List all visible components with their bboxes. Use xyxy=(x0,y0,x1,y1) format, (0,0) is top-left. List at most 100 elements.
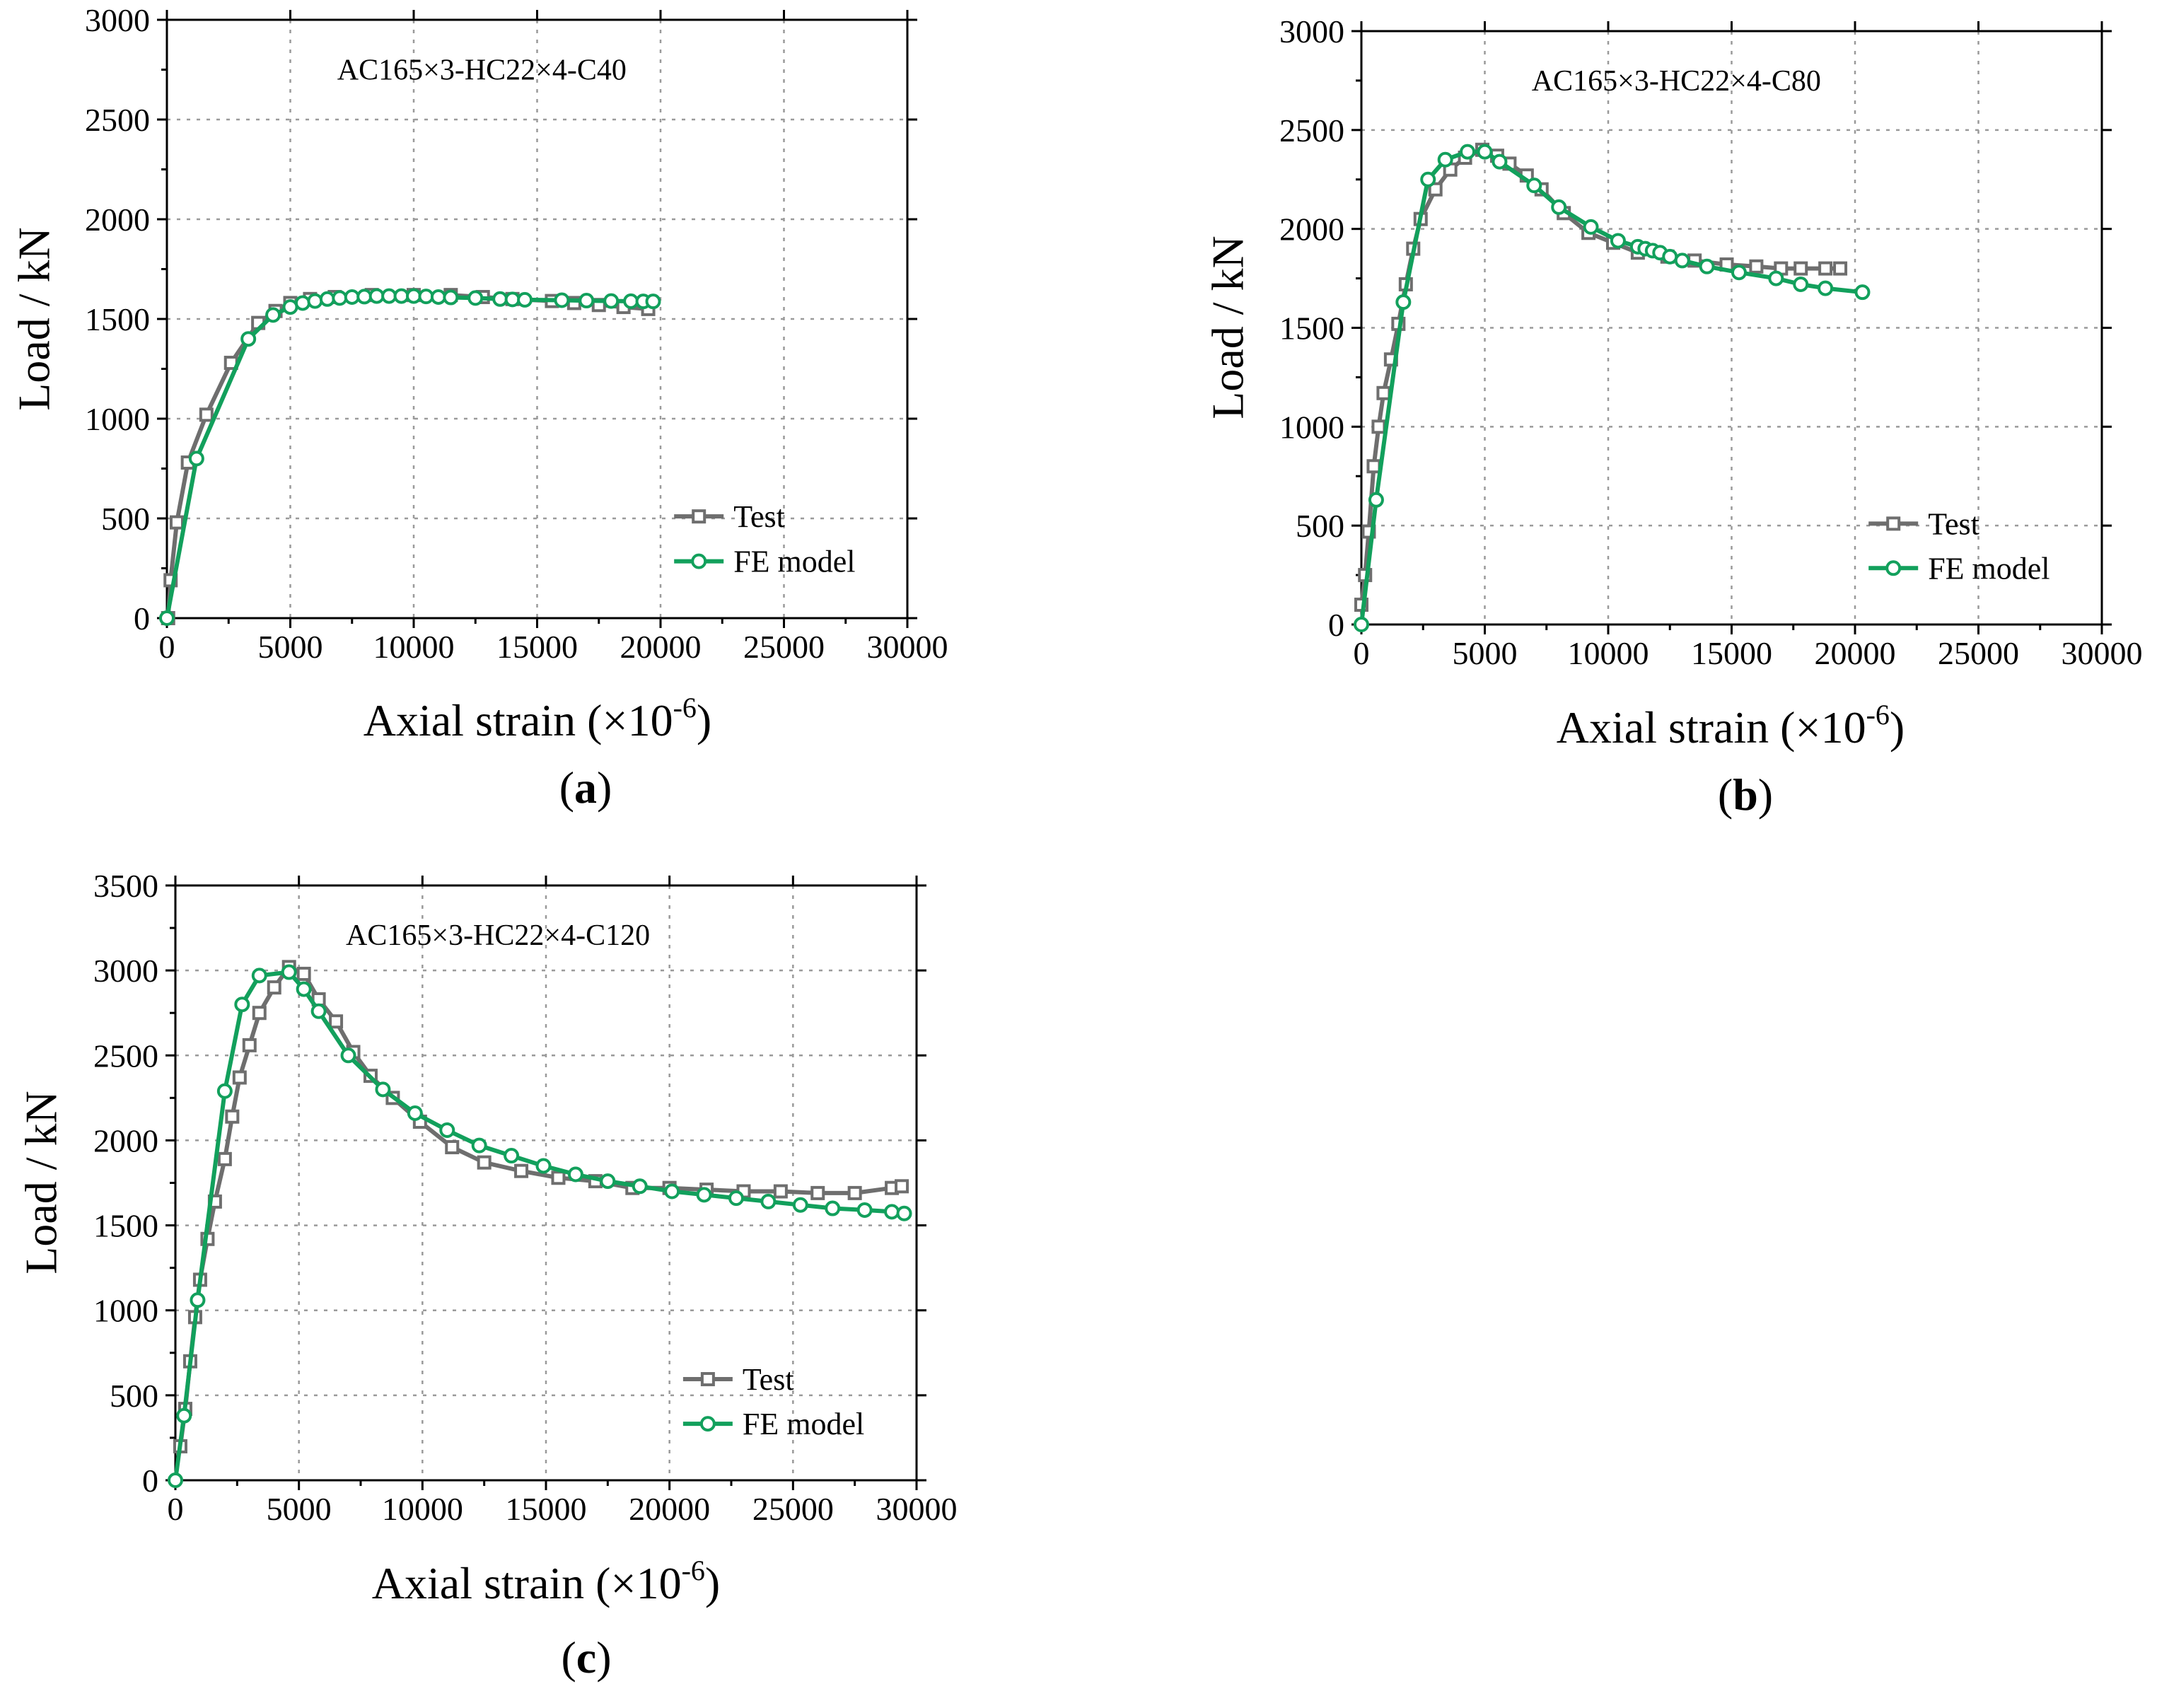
data-point xyxy=(406,288,421,304)
x-axis-title: Axial strain (×10-6) xyxy=(372,1555,720,1608)
data-point xyxy=(856,1202,873,1218)
y-tick-label: 2500 xyxy=(93,1038,158,1074)
legend-label: FE model xyxy=(743,1407,864,1441)
x-tick-label: 5000 xyxy=(258,629,323,665)
data-point xyxy=(176,1407,192,1424)
data-point xyxy=(1354,617,1369,632)
panel-label-letter: a xyxy=(574,762,597,813)
data-point xyxy=(514,1163,529,1178)
data-point xyxy=(190,1292,206,1308)
legend-marker xyxy=(700,1372,715,1387)
x-tick-label: 20000 xyxy=(629,1491,710,1527)
gridlines xyxy=(1361,31,2102,624)
data-point xyxy=(1551,199,1567,215)
specimen-title: AC165×3-HC22×4-C40 xyxy=(337,54,627,87)
legend-label: Test xyxy=(1928,506,1979,541)
series-fe-model xyxy=(1354,144,1871,632)
legend-marker xyxy=(691,553,707,569)
panel-label-close: ) xyxy=(1758,769,1773,820)
x-tick-label: 15000 xyxy=(496,629,578,665)
data-point xyxy=(1371,419,1386,434)
y-axis-title: Load / kN xyxy=(1203,236,1253,419)
gridlines xyxy=(167,20,907,618)
data-point xyxy=(242,1038,257,1052)
x-axis-title-exponent: -6 xyxy=(682,1555,705,1586)
panel-label: (c) xyxy=(561,1632,611,1683)
y-axis-title: Load / kN xyxy=(16,1091,66,1274)
data-point xyxy=(1460,144,1476,160)
data-point xyxy=(1793,276,1809,292)
series-line xyxy=(165,293,649,619)
data-point xyxy=(773,1184,788,1199)
y-tick-label: 2000 xyxy=(93,1122,158,1158)
data-point xyxy=(407,1105,423,1121)
data-point xyxy=(492,291,508,307)
data-point xyxy=(1818,261,1833,276)
data-point xyxy=(1428,182,1443,197)
data-point xyxy=(535,1158,552,1174)
data-point xyxy=(664,1183,680,1199)
data-point xyxy=(168,1472,183,1488)
data-point xyxy=(467,290,484,306)
x-tick-label: 10000 xyxy=(373,629,455,665)
y-tick-label: 0 xyxy=(134,600,150,637)
panel-label-letter: c xyxy=(576,1632,596,1683)
data-point xyxy=(368,288,385,304)
x-tick-label: 25000 xyxy=(1938,635,2019,671)
data-point xyxy=(1662,248,1678,265)
data-point xyxy=(1731,265,1747,281)
legend-marker xyxy=(1885,560,1902,576)
data-point xyxy=(1492,153,1508,170)
data-point xyxy=(623,293,639,309)
data-point xyxy=(445,1140,460,1155)
x-tick-label: 20000 xyxy=(620,629,702,665)
legend-marker xyxy=(699,1416,716,1432)
y-tick-label: 2500 xyxy=(1279,112,1344,149)
data-point xyxy=(1437,151,1453,168)
legend-label: FE model xyxy=(733,545,855,579)
data-point xyxy=(567,1166,583,1183)
data-point xyxy=(504,1148,520,1164)
series-fe-model xyxy=(168,964,912,1488)
panel-label-open: ( xyxy=(559,762,574,813)
data-point xyxy=(375,1081,391,1098)
data-point xyxy=(296,966,311,981)
panel-label-open: ( xyxy=(1718,769,1733,820)
x-axis-title-end: ) xyxy=(705,1558,720,1608)
data-point xyxy=(340,1047,356,1064)
data-point xyxy=(418,289,434,305)
y-tick-label: 2500 xyxy=(85,102,150,138)
data-point xyxy=(381,288,397,304)
data-point xyxy=(1674,252,1690,269)
data-point xyxy=(443,289,459,306)
y-tick-label: 1000 xyxy=(1279,409,1344,445)
panel-label-letter: b xyxy=(1733,769,1758,820)
panel-label-close: ) xyxy=(597,762,612,813)
y-tick-label: 500 xyxy=(1296,508,1344,544)
x-tick-label: 0 xyxy=(159,629,175,665)
data-point xyxy=(825,1200,841,1216)
data-point xyxy=(1366,459,1381,474)
series-test xyxy=(161,288,656,625)
data-point xyxy=(645,294,661,310)
x-axis-title-text: Axial strain (×10 xyxy=(372,1558,682,1608)
x-tick-label: 10000 xyxy=(382,1491,463,1527)
data-point xyxy=(728,1190,744,1207)
y-tick-label: 1500 xyxy=(85,301,150,337)
data-point xyxy=(603,293,620,309)
y-tick-label: 0 xyxy=(142,1463,158,1499)
legend-marker xyxy=(692,509,707,524)
x-tick-label: 25000 xyxy=(743,629,825,665)
legend-label: Test xyxy=(733,499,785,534)
data-point xyxy=(579,293,595,309)
data-point xyxy=(477,1155,492,1170)
x-axis-title-end: ) xyxy=(1890,702,1905,753)
panel-label: (a) xyxy=(559,762,612,813)
y-tick-label: 3000 xyxy=(85,2,150,38)
data-point xyxy=(810,1185,825,1200)
y-tick-label: 1500 xyxy=(93,1208,158,1244)
data-point xyxy=(847,1185,862,1200)
data-point xyxy=(895,1179,909,1194)
data-point xyxy=(332,290,348,306)
data-point xyxy=(232,1070,247,1085)
